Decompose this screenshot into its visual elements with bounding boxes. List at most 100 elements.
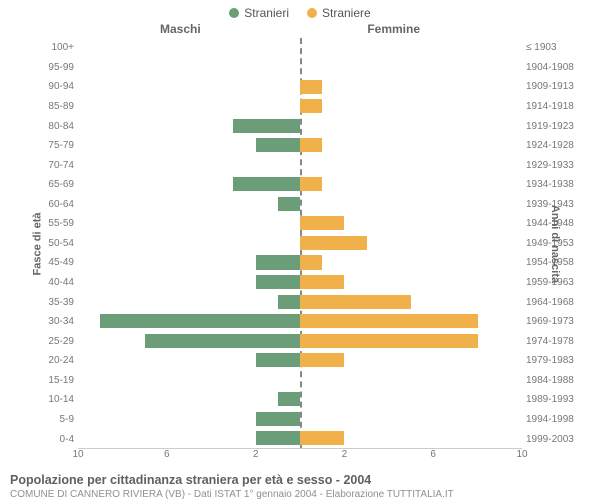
male-half xyxy=(78,272,300,292)
male-half xyxy=(78,97,300,117)
birth-tick: 1999-2003 xyxy=(526,434,576,445)
age-tick: 80-84 xyxy=(24,121,74,132)
birth-tick: 1904-1908 xyxy=(526,62,576,73)
male-half xyxy=(78,428,300,448)
male-half xyxy=(78,58,300,78)
birth-tick: 1979-1983 xyxy=(526,355,576,366)
bar-row xyxy=(78,116,522,136)
female-half xyxy=(300,38,522,58)
birth-tick: 1989-1993 xyxy=(526,394,576,405)
birth-tick: 1969-1973 xyxy=(526,316,576,327)
footer: Popolazione per cittadinanza straniera p… xyxy=(0,467,600,500)
female-half xyxy=(300,233,522,253)
x-tick: 10 xyxy=(72,449,83,460)
bar-row xyxy=(78,155,522,175)
male-half xyxy=(78,292,300,312)
male-half xyxy=(78,253,300,273)
male-bar xyxy=(233,177,300,191)
female-bar xyxy=(300,431,344,445)
legend-swatch xyxy=(307,8,317,18)
female-half xyxy=(300,272,522,292)
male-bar xyxy=(256,353,300,367)
female-half xyxy=(300,136,522,156)
bar-row xyxy=(78,194,522,214)
bar-row xyxy=(78,175,522,195)
birth-tick: 1909-1913 xyxy=(526,81,576,92)
plot-area: Fasce di età 100+95-9990-9485-8980-8475-… xyxy=(0,38,600,449)
bar-row xyxy=(78,389,522,409)
female-half xyxy=(300,311,522,331)
female-bar xyxy=(300,99,322,113)
male-half xyxy=(78,370,300,390)
male-half xyxy=(78,136,300,156)
bar-row xyxy=(78,233,522,253)
bar-row xyxy=(78,292,522,312)
female-half xyxy=(300,175,522,195)
male-half xyxy=(78,350,300,370)
bar-row xyxy=(78,253,522,273)
male-half xyxy=(78,77,300,97)
legend-swatch xyxy=(229,8,239,18)
bar-row xyxy=(78,311,522,331)
age-tick: 70-74 xyxy=(24,160,74,171)
female-half xyxy=(300,331,522,351)
female-bar xyxy=(300,334,478,348)
bar-row xyxy=(78,331,522,351)
legend-label: Straniere xyxy=(322,6,371,20)
x-tick: 2 xyxy=(342,449,348,460)
female-bar xyxy=(300,138,322,152)
x-tick: 2 xyxy=(253,449,259,460)
female-half xyxy=(300,58,522,78)
age-tick: 90-94 xyxy=(24,81,74,92)
male-half xyxy=(78,389,300,409)
male-bar xyxy=(256,138,300,152)
legend-label: Stranieri xyxy=(244,6,289,20)
female-half xyxy=(300,77,522,97)
male-half xyxy=(78,116,300,136)
subhead-female: Femmine xyxy=(367,22,420,36)
female-half xyxy=(300,214,522,234)
male-half xyxy=(78,409,300,429)
birth-tick: 1934-1938 xyxy=(526,179,576,190)
bar-row xyxy=(78,58,522,78)
age-tick: 5-9 xyxy=(24,414,74,425)
legend: Stranieri Straniere xyxy=(0,0,600,22)
birth-tick: 1994-1998 xyxy=(526,414,576,425)
bar-row xyxy=(78,370,522,390)
male-bar xyxy=(278,392,300,406)
chart-subtitle: COMUNE DI CANNERO RIVIERA (VB) - Dati IS… xyxy=(10,489,590,500)
x-axis-ticks: 10622610 xyxy=(78,449,522,467)
female-bar xyxy=(300,177,322,191)
birth-tick: 1914-1918 xyxy=(526,101,576,112)
birth-tick: 1929-1933 xyxy=(526,160,576,171)
birth-tick: 1974-1978 xyxy=(526,336,576,347)
age-tick: 85-89 xyxy=(24,101,74,112)
female-half xyxy=(300,389,522,409)
female-bar xyxy=(300,295,411,309)
male-half xyxy=(78,194,300,214)
bars-area xyxy=(78,38,522,449)
female-half xyxy=(300,370,522,390)
y-axis-left-title: Fasce di età xyxy=(6,38,24,449)
female-half xyxy=(300,292,522,312)
age-tick: 25-29 xyxy=(24,336,74,347)
male-half xyxy=(78,331,300,351)
bar-row xyxy=(78,428,522,448)
y-axis-right-title: Anni di nascita xyxy=(576,38,594,449)
chart-container: StranieriStraniere Maschi Femmine Fasce … xyxy=(0,0,600,500)
age-tick: 65-69 xyxy=(24,179,74,190)
x-tick: 6 xyxy=(430,449,436,460)
age-tick: 75-79 xyxy=(24,140,74,151)
female-bar xyxy=(300,236,367,250)
male-half xyxy=(78,311,300,331)
male-half xyxy=(78,155,300,175)
female-bar xyxy=(300,216,344,230)
female-bar xyxy=(300,255,322,269)
female-bar xyxy=(300,80,322,94)
male-bar xyxy=(256,412,300,426)
bar-row xyxy=(78,77,522,97)
bar-row xyxy=(78,272,522,292)
bar-row xyxy=(78,214,522,234)
male-half xyxy=(78,38,300,58)
age-tick: 20-24 xyxy=(24,355,74,366)
